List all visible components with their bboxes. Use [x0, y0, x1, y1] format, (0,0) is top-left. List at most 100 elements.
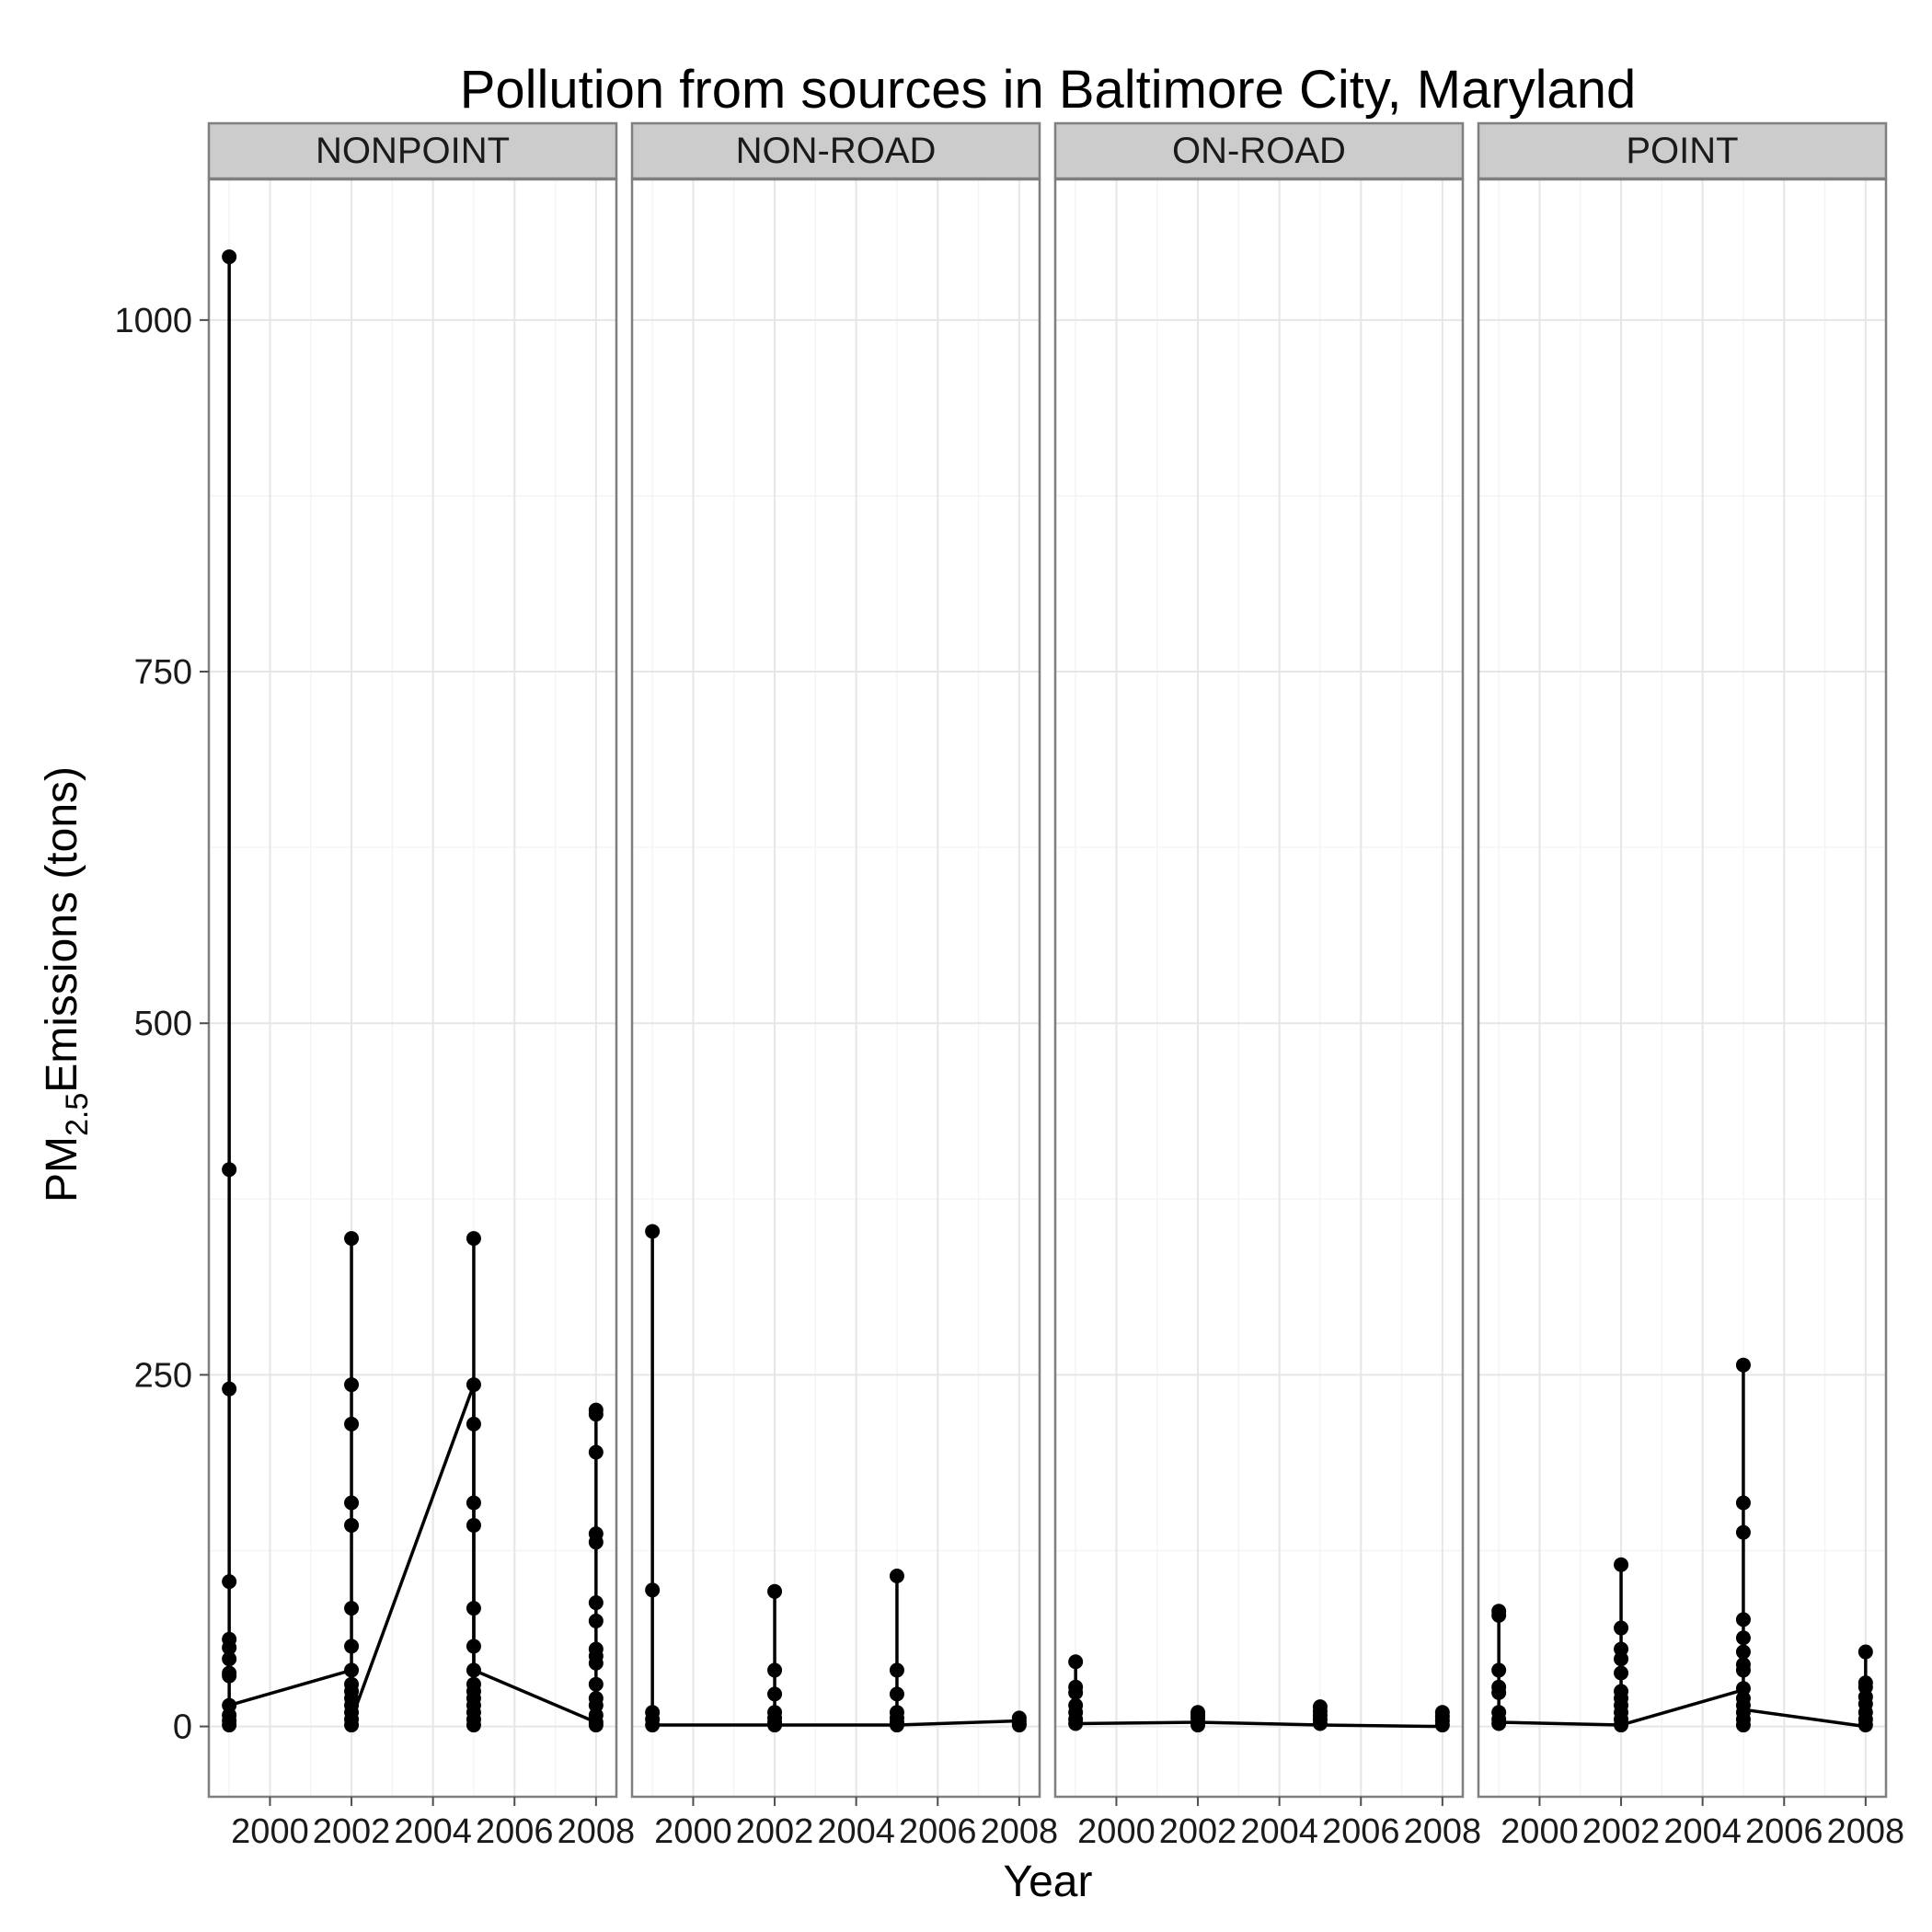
data-point — [1491, 1716, 1507, 1731]
panel-background — [209, 179, 616, 1797]
data-point — [222, 1651, 237, 1667]
data-point — [344, 1231, 360, 1247]
y-axis-title-rest: Emissions (tons) — [38, 766, 86, 1093]
y-axis-title-base: PM — [38, 1136, 86, 1202]
x-tick-label: 2006 — [899, 1812, 977, 1851]
data-point — [344, 1517, 360, 1533]
data-point — [1068, 1654, 1084, 1670]
data-point — [645, 1582, 661, 1598]
data-point — [1735, 1630, 1751, 1646]
data-point — [588, 1655, 604, 1671]
data-point — [889, 1662, 904, 1678]
data-point — [588, 1613, 604, 1628]
data-point — [889, 1718, 904, 1733]
data-point — [1857, 1718, 1873, 1733]
data-point — [889, 1686, 904, 1702]
facet-strip — [630, 121, 1041, 180]
y-tick-label: 750 — [134, 653, 192, 692]
data-point — [1190, 1718, 1206, 1733]
data-point — [466, 1601, 481, 1616]
data-point — [767, 1662, 783, 1678]
data-point — [1614, 1665, 1629, 1681]
y-tick-label: 500 — [134, 1005, 192, 1043]
data-point — [1735, 1357, 1751, 1373]
trend-line — [652, 1719, 1019, 1727]
data-point — [466, 1639, 481, 1654]
chart-title: Pollution from sources in Baltimore City… — [460, 60, 1637, 120]
data-point — [1011, 1718, 1027, 1733]
x-tick-label: 2006 — [476, 1812, 554, 1851]
x-tick-label: 2006 — [1745, 1812, 1823, 1851]
x-tick-label: 2006 — [1322, 1812, 1400, 1851]
data-point — [466, 1377, 481, 1393]
data-point — [1735, 1644, 1751, 1660]
facet-strip — [1477, 121, 1888, 180]
facet-strip-label: NONPOINT — [316, 131, 510, 171]
data-point — [1857, 1644, 1873, 1660]
data-point — [1068, 1685, 1084, 1700]
data-point — [344, 1601, 360, 1616]
data-point — [588, 1535, 604, 1550]
facet-strip-label: POINT — [1626, 131, 1738, 171]
data-point — [466, 1416, 481, 1432]
facet-strip — [1053, 121, 1465, 180]
facet-strip-label: NON-ROAD — [736, 131, 937, 171]
data-point — [1614, 1718, 1629, 1733]
y-axis-title: PM2.5Emissions (tons) — [38, 766, 95, 1202]
panel-point: POINT 2000 2002 2004 2006 2008 — [1477, 121, 1905, 1851]
data-point — [466, 1495, 481, 1511]
data-point — [1735, 1718, 1751, 1733]
data-point — [344, 1662, 360, 1678]
data-point — [645, 1224, 661, 1239]
x-tick-label: 2004 — [394, 1812, 472, 1851]
data-point — [222, 1381, 237, 1397]
data-point — [466, 1718, 481, 1733]
y-axis: 0 250 500 750 1000 — [114, 302, 209, 1747]
y-tick-label: 250 — [134, 1356, 192, 1395]
x-tick-label: 2004 — [1240, 1812, 1318, 1851]
data-point — [1312, 1716, 1328, 1731]
data-point — [588, 1676, 604, 1692]
data-point — [466, 1231, 481, 1247]
data-point — [222, 1668, 237, 1684]
y-tick-label: 0 — [173, 1708, 192, 1747]
data-point — [889, 1568, 904, 1583]
data-point — [1491, 1662, 1507, 1678]
y-tick-label: 1000 — [114, 302, 192, 340]
facet-strip — [207, 121, 618, 180]
data-point — [344, 1639, 360, 1654]
x-tick-label: 2002 — [1582, 1812, 1661, 1851]
x-tick-label: 2000 — [1501, 1812, 1579, 1851]
x-tick-label: 2002 — [1159, 1812, 1237, 1851]
data-point — [222, 1718, 237, 1733]
panel-non-road: NON-ROAD 2000 2002 2004 2006 2008 — [630, 121, 1058, 1851]
x-tick-label: 2000 — [654, 1812, 732, 1851]
data-point — [1614, 1557, 1629, 1572]
data-point — [222, 1639, 237, 1655]
data-point — [222, 1574, 237, 1590]
data-point — [344, 1718, 360, 1733]
panel-background — [1478, 179, 1886, 1797]
data-point — [1614, 1651, 1629, 1667]
data-point — [1735, 1524, 1751, 1540]
data-point — [344, 1377, 360, 1393]
data-point — [222, 1162, 237, 1178]
data-point — [466, 1517, 481, 1533]
data-point — [767, 1583, 783, 1599]
panel-on-road: ON-ROAD 2000 2002 2004 2006 2008 — [1053, 121, 1481, 1851]
data-point — [645, 1718, 661, 1733]
data-point — [767, 1686, 783, 1702]
data-point — [588, 1444, 604, 1460]
x-tick-label: 2008 — [1827, 1812, 1905, 1851]
y-axis-title-subscript: 2.5 — [60, 1093, 95, 1136]
data-point — [1614, 1620, 1629, 1636]
data-point — [588, 1718, 604, 1733]
data-point — [222, 249, 237, 265]
data-point — [466, 1662, 481, 1678]
panel-background — [1055, 179, 1463, 1797]
x-tick-label: 2000 — [231, 1812, 309, 1851]
data-point — [588, 1407, 604, 1422]
x-tick-label: 2000 — [1077, 1812, 1156, 1851]
